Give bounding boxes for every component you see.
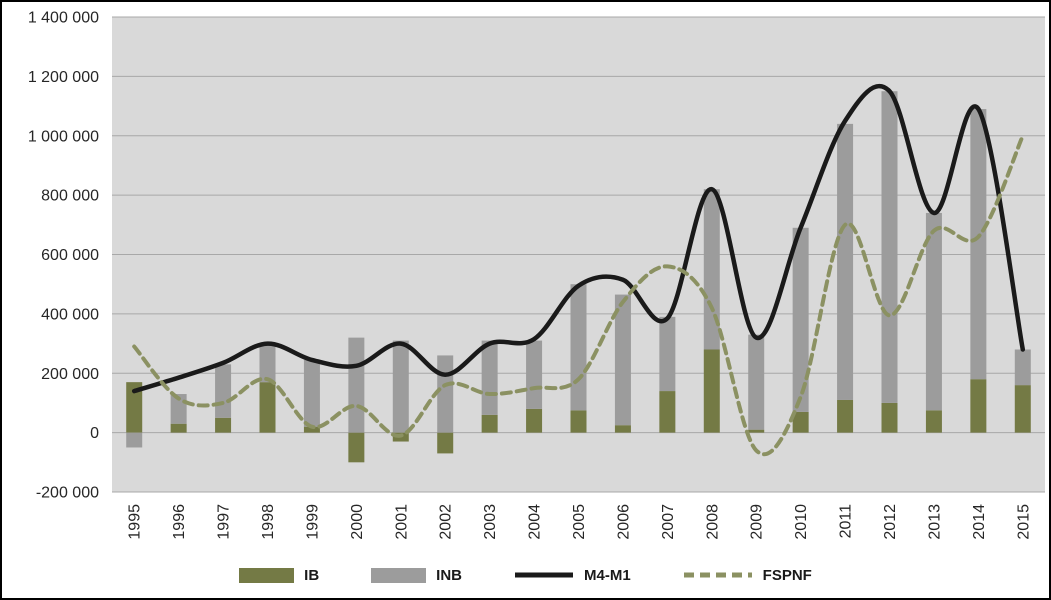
x-axis-tick-label: 2003: [482, 504, 499, 540]
x-axis-tick-label: 2008: [704, 504, 721, 540]
bar-ib: [126, 382, 143, 433]
bar-inb: [792, 227, 809, 412]
y-axis-tick-label: 400 000: [41, 306, 99, 323]
y-axis-tick-label: 800 000: [41, 188, 99, 205]
legend-item-inb: INB: [371, 567, 462, 584]
legend-label-inb: INB: [436, 566, 462, 584]
legend-label-ib: IB: [304, 566, 320, 584]
y-axis-tick-label: 200 000: [41, 366, 99, 383]
bar-inb: [1014, 349, 1031, 386]
bar-ib: [748, 429, 765, 433]
y-axis-tick-label: 1 400 000: [28, 10, 99, 27]
x-axis-tick-label: 2009: [749, 504, 766, 540]
bar-ib: [303, 426, 320, 433]
bar-inb: [925, 212, 942, 411]
plot-svg: 1 400 000 1 200 000 1 000 000 800 000 600 00…: [28, 10, 1045, 540]
x-axis-tick-label: 1996: [171, 504, 188, 540]
x-axis-tick-label: 2011: [838, 504, 855, 539]
legend-label-m4-m1: M4-M1: [584, 566, 631, 584]
bar-ib: [881, 402, 898, 433]
bar-ib: [526, 408, 543, 433]
x-axis-tick-label: 2013: [926, 504, 943, 540]
y-axis-tick-label: -200 000: [36, 485, 99, 502]
bar-ib: [348, 432, 365, 463]
x-axis-tick-label: 2014: [971, 504, 988, 540]
x-axis-tick-label: 1999: [304, 504, 321, 540]
bar-ib: [170, 423, 187, 433]
bar-ib: [481, 414, 498, 433]
m4-m1-swatch: [515, 572, 573, 578]
legend: IB INB M4-M1 FSPNF: [2, 552, 1049, 598]
x-axis-tick-label: 2002: [438, 504, 455, 540]
bar-ib: [837, 399, 854, 433]
bar-inb: [614, 294, 631, 426]
legend-item-m4-m1: M4-M1: [514, 567, 631, 584]
bar-inb: [348, 337, 365, 433]
y-axis-tick-label: 1 200 000: [28, 69, 99, 86]
y-axis-tick-label: 600 000: [41, 247, 99, 264]
bar-inb: [526, 340, 543, 409]
x-axis-tick-label: 2010: [793, 504, 810, 540]
line-fspnf: [132, 133, 1025, 457]
bar-ib: [703, 349, 720, 433]
inb-swatch: [371, 567, 427, 583]
bar-ib: [970, 379, 987, 433]
x-axis-tick-label: 1998: [260, 504, 277, 540]
bar-inb: [259, 343, 276, 383]
x-axis-tick-label: 2000: [349, 504, 366, 540]
x-axis-tick-label: 2007: [660, 504, 677, 540]
legend-label-fspnf: FSPNF: [762, 566, 812, 584]
fspnf-swatch: [683, 572, 752, 578]
bar-ib: [437, 432, 454, 454]
bar-inb: [881, 91, 898, 403]
bar-inb: [437, 355, 454, 433]
bar-ib: [659, 391, 676, 433]
bar-ib: [259, 382, 276, 433]
bar-ib: [925, 410, 942, 433]
bar-inb: [392, 340, 409, 433]
bar-ib: [215, 417, 232, 433]
x-axis-tick-label: 2001: [393, 504, 410, 540]
x-axis-tick-label: 1997: [216, 504, 233, 540]
bar-ib: [792, 411, 809, 433]
legend-item-ib: IB: [239, 567, 319, 584]
y-axis-tick-label: 0: [90, 425, 99, 442]
bar-inb: [215, 364, 232, 418]
bar-inb: [837, 123, 854, 400]
bar-ib: [1014, 385, 1031, 433]
x-axis-tick-label: 2015: [1015, 504, 1032, 540]
ib-swatch: [239, 567, 295, 583]
bar-inb: [481, 340, 498, 415]
y-axis-tick-label: 1 000 000: [28, 128, 99, 145]
bar-ib: [570, 410, 587, 433]
bar-inb: [703, 189, 720, 350]
bar-inb: [659, 316, 676, 392]
legend-item-fspnf: FSPNF: [683, 567, 812, 584]
bar-inb: [126, 432, 143, 448]
x-axis-tick-label: 2004: [527, 504, 544, 540]
bar-inb: [303, 359, 320, 427]
bar-ib: [614, 425, 631, 433]
bar-inb: [970, 109, 987, 380]
bar-inb: [570, 284, 587, 411]
x-axis-tick-label: 1995: [127, 504, 144, 540]
line-m4-m1: [131, 83, 1026, 394]
x-axis-tick-label: 2012: [882, 504, 899, 540]
bar-inb: [748, 334, 765, 430]
x-axis-tick-label: 2006: [615, 504, 632, 540]
x-axis-tick-label: 2005: [571, 504, 588, 540]
